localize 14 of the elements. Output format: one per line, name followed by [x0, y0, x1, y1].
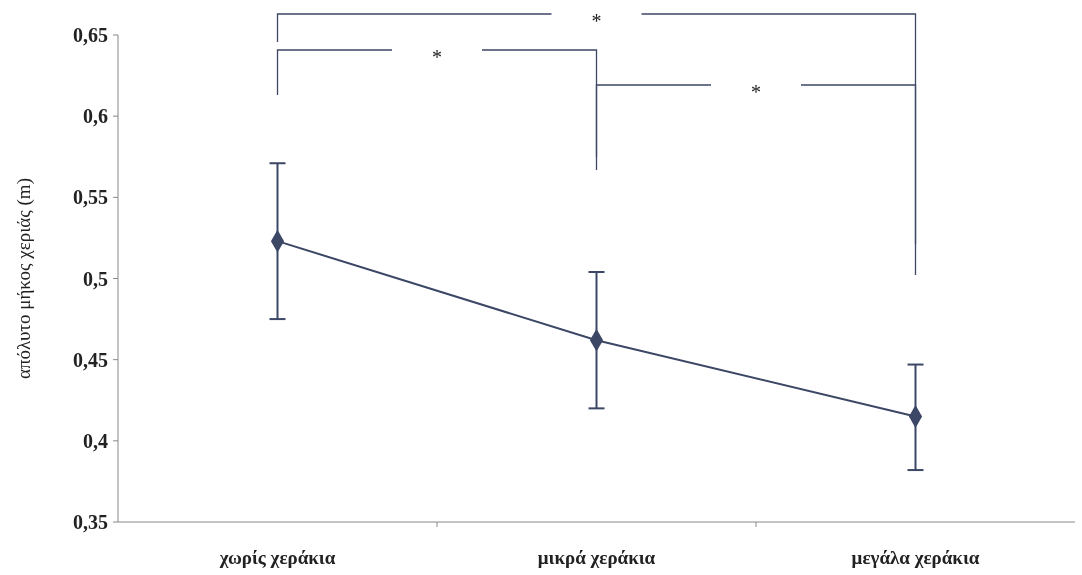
x-tick-label: μεγάλα χεράκια — [851, 547, 980, 568]
annotation: * — [751, 81, 761, 103]
x-tick-label: χωρίς χεράκια — [218, 547, 336, 568]
y-axis-title: απόλυτο μήκος χεριάς (m) — [13, 178, 35, 379]
y-tick-label: 0,4 — [83, 429, 108, 452]
y-tick-label: 0,6 — [83, 105, 108, 128]
y-tick-label: 0,65 — [73, 24, 108, 46]
y-tick-label: 0,55 — [73, 186, 108, 209]
y-tick-label: 0,45 — [73, 348, 108, 371]
annotation: * — [432, 46, 442, 68]
y-tick-label: 0,35 — [73, 511, 108, 533]
x-tick-label: μικρά χεράκια — [537, 547, 656, 568]
y-tick-label: 0,5 — [83, 267, 108, 290]
text: * — [591, 10, 602, 32]
